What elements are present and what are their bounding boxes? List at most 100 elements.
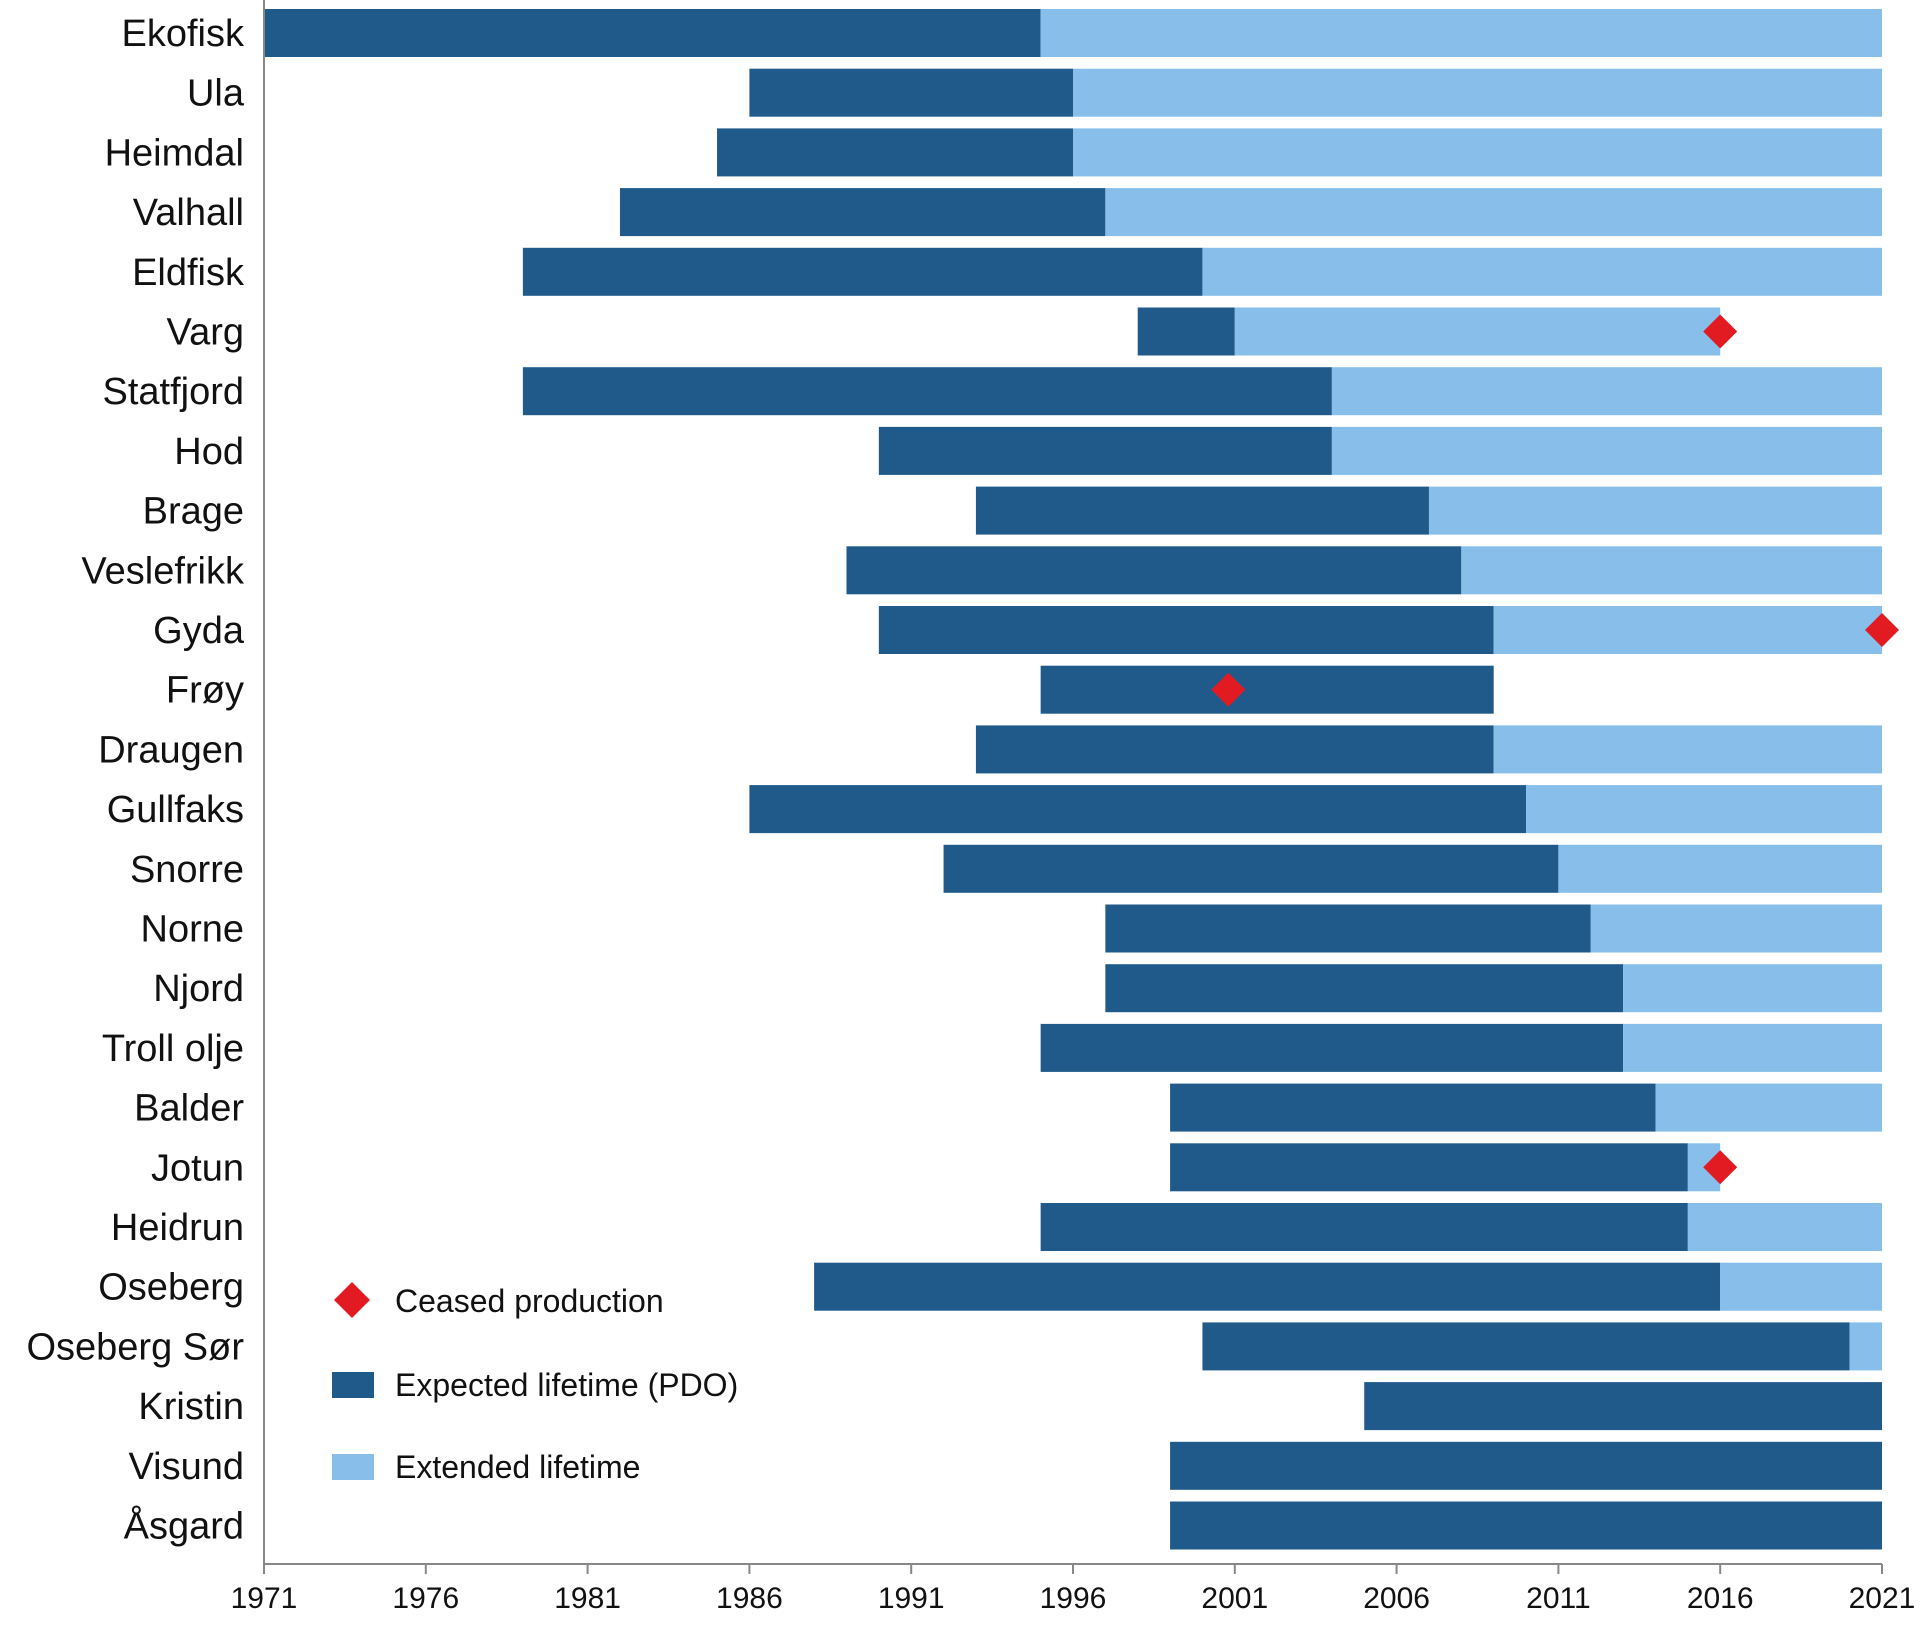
x-tick-label-1996: 1996: [1040, 1582, 1107, 1615]
expected-bar-veslefrikk: [846, 546, 1462, 595]
x-tick-label-2001: 2001: [1201, 1582, 1268, 1615]
field-label-njord: Njord: [153, 968, 244, 1010]
field-label-ula: Ula: [187, 73, 245, 115]
extended-bar-snorre: [1558, 844, 1882, 893]
extended-bar-varg: [1234, 307, 1721, 356]
x-tick-label-2021: 2021: [1849, 1582, 1916, 1615]
expected-bar-oseberg-s-r: [1202, 1322, 1850, 1371]
field-label-jotun: Jotun: [151, 1147, 244, 1189]
extended-bar-ula: [1073, 68, 1882, 117]
extended-bar-oseberg: [1720, 1262, 1882, 1311]
field-label-troll-olje: Troll olje: [102, 1028, 244, 1070]
expected-bar-njord: [1105, 964, 1624, 1013]
extended-bar-brage: [1428, 486, 1882, 535]
expected-bar-draugen: [975, 725, 1494, 774]
expected-bar-statfjord: [522, 367, 1332, 416]
x-tick-label-2006: 2006: [1363, 1582, 1430, 1615]
expected-bar-jotun: [1170, 1143, 1688, 1192]
expected-bar-eldfisk: [522, 247, 1203, 296]
extended-bar-draugen: [1493, 725, 1882, 774]
expected-bar-balder: [1170, 1083, 1656, 1132]
field-label-draugen: Draugen: [98, 729, 244, 771]
ceased-marker-fr-y: [1211, 672, 1246, 707]
expected-bar-heidrun: [1040, 1203, 1688, 1251]
extended-bar-valhall: [1105, 188, 1882, 237]
legend-expected-label: Expected lifetime (PDO): [395, 1367, 738, 1403]
x-tick-label-1981: 1981: [554, 1582, 621, 1615]
extended-bar-troll-olje: [1623, 1023, 1882, 1072]
field-label-valhall: Valhall: [133, 192, 244, 234]
field-labels-layer: Ekofisk Ula Heimdal Valhall Eldfisk Varg Statf…: [26, 13, 245, 1548]
extended-bar-balder: [1655, 1083, 1882, 1132]
extended-bar-ekofisk: [1040, 9, 1882, 57]
expected-bar-varg: [1137, 307, 1235, 356]
extended-bar-norne: [1590, 904, 1882, 953]
field-label-sgard: Åsgard: [124, 1504, 244, 1548]
expected-bar-norne: [1105, 904, 1591, 953]
field-label-brage: Brage: [143, 491, 244, 533]
extended-bar-eldfisk: [1202, 247, 1882, 296]
field-label-eldfisk: Eldfisk: [132, 252, 245, 294]
ceased-marker-jotun: [1703, 1150, 1738, 1185]
x-ticks-layer: 1971 1976 1981 1986 1991 1996 2001 2006 2011 2016…: [231, 1564, 1916, 1615]
field-label-statfjord: Statfjord: [102, 371, 244, 413]
expected-bar-brage: [975, 486, 1429, 535]
field-label-gullfaks: Gullfaks: [107, 789, 244, 831]
x-tick-label-1976: 1976: [392, 1582, 459, 1615]
field-label-snorre: Snorre: [130, 849, 244, 891]
field-label-varg: Varg: [167, 312, 244, 354]
x-tick-label-2016: 2016: [1687, 1582, 1754, 1615]
field-label-oseberg: Oseberg: [98, 1267, 244, 1309]
legend-extended-swatch: [332, 1454, 374, 1480]
ceased-markers-layer: [1211, 314, 1899, 1185]
expected-bar-sgard: [1170, 1501, 1882, 1550]
extended-bar-njord: [1623, 964, 1882, 1013]
field-label-fr-y: Frøy: [166, 670, 244, 712]
field-label-oseberg-s-r: Oseberg Sør: [26, 1326, 244, 1368]
extended-bar-statfjord: [1331, 367, 1882, 416]
expected-bar-fr-y: [1040, 665, 1494, 714]
legend-ceased-label: Ceased production: [395, 1283, 664, 1319]
x-tick-label-2011: 2011: [1526, 1582, 1591, 1615]
expected-bar-heimdal: [717, 128, 1073, 177]
extended-bar-heidrun: [1687, 1203, 1882, 1251]
extended-bar-oseberg-s-r: [1849, 1322, 1882, 1371]
field-label-hod: Hod: [174, 431, 244, 473]
field-label-gyda: Gyda: [153, 610, 245, 652]
legend: Ceased production Expected lifetime (PDO…: [332, 1282, 738, 1485]
legend-expected-swatch: [332, 1372, 374, 1398]
field-label-veslefrikk: Veslefrikk: [81, 550, 245, 592]
bars-layer: [264, 9, 1882, 1550]
expected-bar-gyda: [878, 606, 1494, 654]
field-label-visund: Visund: [128, 1446, 244, 1488]
x-tick-label-1986: 1986: [716, 1582, 783, 1615]
legend-extended-label: Extended lifetime: [395, 1449, 640, 1485]
field-label-norne: Norne: [141, 909, 245, 951]
expected-bar-valhall: [619, 188, 1106, 237]
x-tick-label-1971: 1971: [231, 1582, 298, 1615]
expected-bar-oseberg: [814, 1262, 1721, 1311]
extended-bar-gullfaks: [1526, 785, 1882, 834]
extended-bar-heimdal: [1073, 128, 1882, 177]
expected-bar-visund: [1170, 1441, 1882, 1490]
expected-bar-hod: [878, 426, 1332, 475]
expected-bar-troll-olje: [1040, 1023, 1624, 1072]
extended-bar-hod: [1331, 426, 1882, 475]
expected-bar-gullfaks: [749, 785, 1527, 834]
field-label-heidrun: Heidrun: [111, 1207, 244, 1249]
x-tick-label-1991: 1991: [878, 1582, 945, 1615]
legend-ceased-swatch: [334, 1282, 370, 1318]
field-label-kristin: Kristin: [138, 1386, 244, 1428]
expected-bar-snorre: [943, 844, 1559, 893]
extended-bar-gyda: [1493, 606, 1882, 654]
ceased-marker-varg: [1703, 314, 1738, 349]
extended-bar-veslefrikk: [1461, 546, 1882, 595]
expected-bar-kristin: [1364, 1382, 1882, 1431]
expected-bar-ekofisk: [264, 9, 1041, 57]
field-label-balder: Balder: [134, 1088, 244, 1130]
ceased-marker-gyda: [1865, 613, 1899, 647]
expected-bar-ula: [749, 68, 1073, 117]
field-label-ekofisk: Ekofisk: [122, 13, 245, 55]
field-label-heimdal: Heimdal: [105, 132, 244, 174]
